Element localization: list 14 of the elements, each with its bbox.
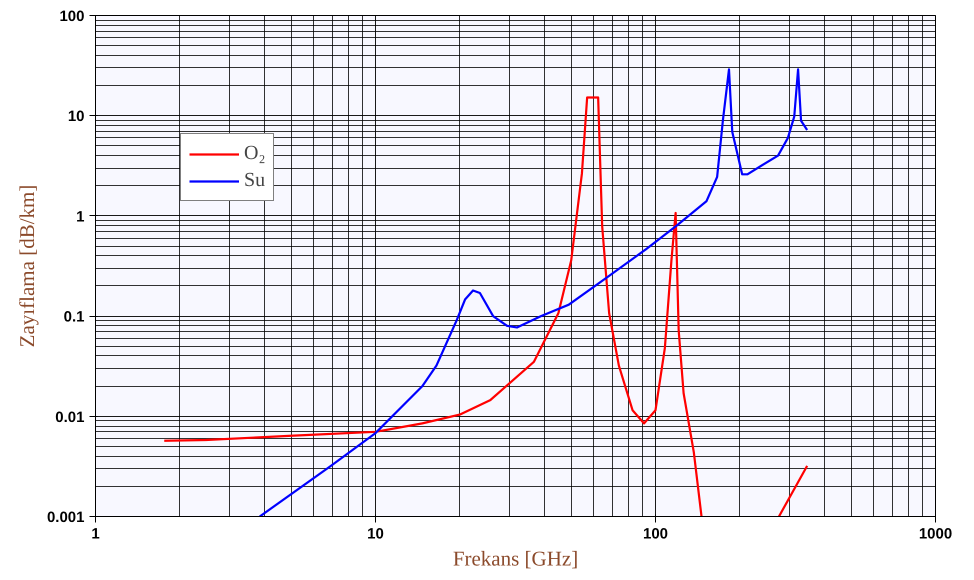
y-tick-label: 10 bbox=[68, 108, 85, 126]
x-tick-label: 100 bbox=[642, 526, 668, 542]
y-tick-label: 0.01 bbox=[55, 408, 85, 426]
legend-label: O₂ bbox=[244, 142, 266, 165]
x-axis-title: Frekans [GHz] bbox=[452, 546, 578, 570]
y-tick-label: 0.001 bbox=[46, 509, 85, 526]
legend-label: Su bbox=[244, 169, 266, 192]
y-tick-label: 1 bbox=[76, 208, 84, 226]
y-axis-title: Zayıflama [dB/km] bbox=[14, 184, 39, 348]
x-tick-label: 1000 bbox=[918, 526, 952, 542]
x-tick-label: 1 bbox=[91, 526, 100, 542]
y-tick-label: 0.1 bbox=[64, 308, 85, 326]
x-tick-label: 10 bbox=[367, 526, 384, 542]
y-tick-label: 100 bbox=[59, 8, 85, 25]
